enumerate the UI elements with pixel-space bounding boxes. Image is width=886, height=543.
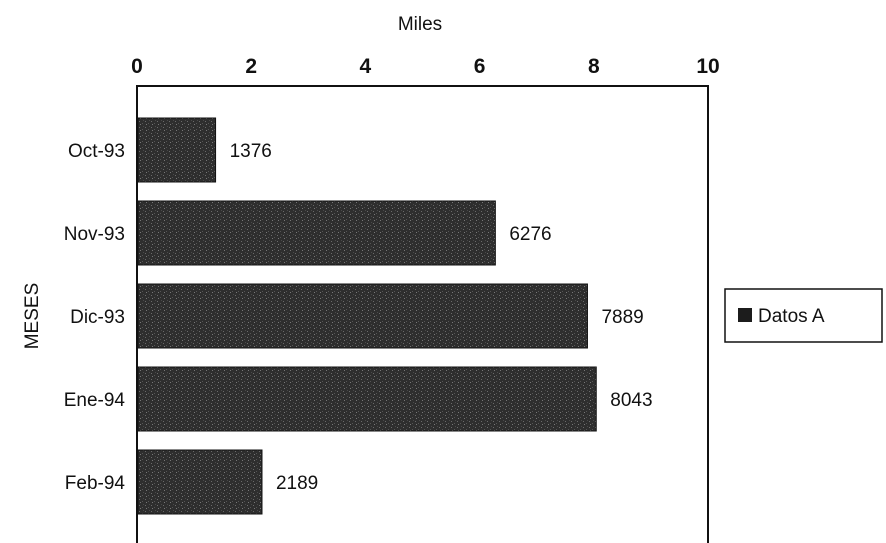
bar (137, 117, 217, 183)
category-label: Dic-93 (70, 307, 125, 328)
value-label: 1376 (230, 141, 272, 162)
x-axis-ticks: 0 2 4 6 8 10 (131, 55, 720, 78)
category-label: Nov-93 (64, 224, 125, 245)
category-labels: Oct-93 Nov-93 Dic-93 Ene-94 Feb-94 (64, 141, 126, 494)
bar (137, 449, 263, 515)
bar (137, 283, 588, 349)
x-tick-label: 4 (360, 55, 372, 78)
value-labels: 1376 6276 7889 8043 2189 (230, 141, 653, 494)
category-label: Oct-93 (68, 141, 125, 162)
x-tick-label: 2 (245, 55, 257, 78)
value-label: 7889 (601, 307, 643, 328)
y-axis-title: MESES (22, 283, 43, 350)
bar (137, 200, 496, 266)
legend: Datos A (724, 288, 883, 343)
legend-swatch (738, 308, 752, 322)
legend-label: Datos A (758, 306, 825, 327)
x-tick-label: 0 (131, 55, 143, 78)
category-label: Ene-94 (64, 390, 126, 411)
x-tick-label: 8 (588, 55, 600, 78)
value-label: 2189 (276, 473, 318, 494)
x-axis-title: Miles (398, 14, 442, 35)
bar (137, 366, 597, 432)
x-tick-label: 10 (696, 55, 719, 78)
x-tick-label: 6 (474, 55, 486, 78)
bars (137, 117, 597, 515)
category-label: Feb-94 (65, 473, 126, 494)
value-label: 6276 (509, 224, 551, 245)
value-label: 8043 (610, 390, 652, 411)
